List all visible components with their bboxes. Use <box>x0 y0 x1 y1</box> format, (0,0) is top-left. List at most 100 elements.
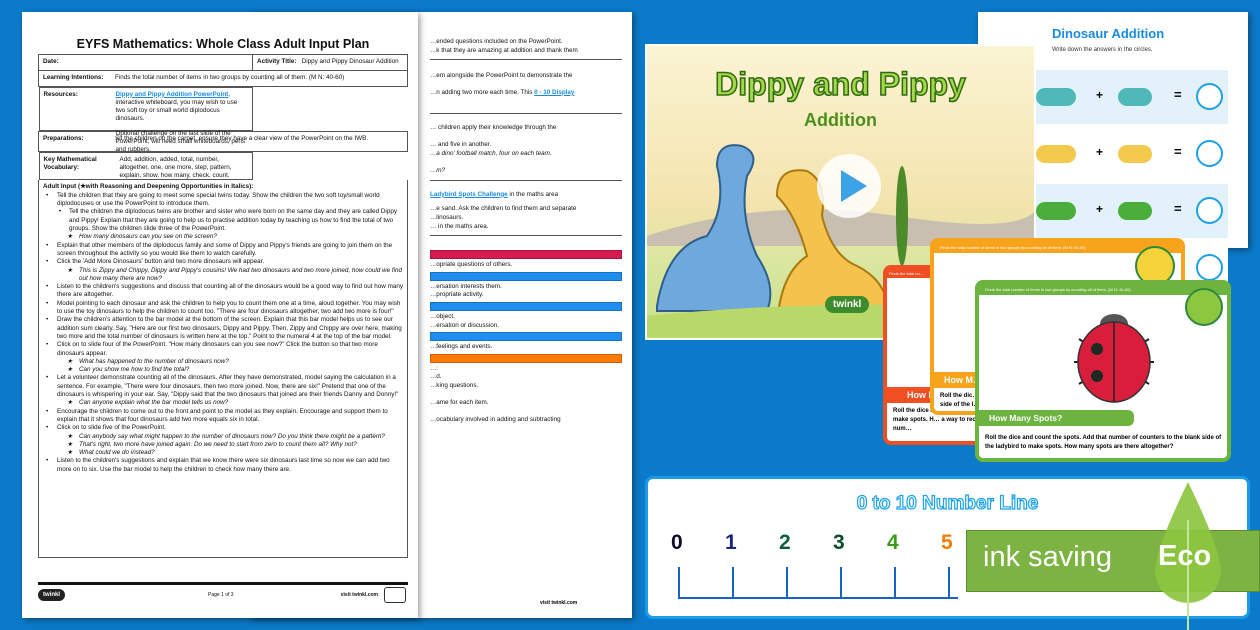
text-line <box>430 159 618 168</box>
text-line: …king questions. <box>430 381 479 389</box>
equals-sign: = <box>1174 144 1182 159</box>
card-objective: Finds the total number of items in two g… <box>979 284 1227 295</box>
activity-value: Dippy and Pippy Dinosaur Addition <box>301 58 399 66</box>
plus-sign: + <box>1096 145 1104 159</box>
plan-title: EYFS Mathematics: Whole Class Adult Inpu… <box>76 37 370 51</box>
text-line: …n adding two more each time. This 0 - 1… <box>430 88 575 96</box>
plan-item: Explain that other members of the diplod… <box>43 242 403 259</box>
text-line: …m? <box>430 167 446 175</box>
worksheet-row: + = <box>1028 184 1228 238</box>
ladybird-link[interactable]: Ladybird Spots Challenge <box>430 190 508 198</box>
plan-item: This is Zippy and Chippy, Dippy and Pipp… <box>43 267 403 284</box>
plan-item: Click the 'Add More Dinosaurs' button an… <box>43 258 403 267</box>
plan-item: Click on to slide five of the PowerPoint… <box>43 424 403 433</box>
twinkl-badge-icon <box>384 587 406 603</box>
date-label: Date: <box>43 58 59 66</box>
adult-input-box: Adult Input (★with Reasoning and Deepeni… <box>38 179 408 558</box>
text-line <box>430 408 632 417</box>
vocab-value: Add, addition, added, total, number, alt… <box>119 155 232 180</box>
answer-circle[interactable] <box>1196 254 1223 281</box>
plan-item: Listen to the children's suggestions and… <box>43 283 403 300</box>
number-line-title: 0 to 10 Number Line <box>856 492 1039 514</box>
plan-item: What has happened to the number of dinos… <box>43 358 403 367</box>
answer-circle[interactable] <box>1196 83 1223 110</box>
tick-mark <box>732 567 734 598</box>
p2-section-3: … children apply their knowledge through… <box>430 114 622 181</box>
text-line: …a dino' football match, four on each te… <box>430 149 552 157</box>
text-line: … and five in another. <box>430 141 492 149</box>
plan-item: What could we do instead? <box>43 449 403 458</box>
text-line: Ladybird Spots Challenge in the maths ar… <box>430 190 559 198</box>
plan-item: Draw the children's attention to the bar… <box>43 316 403 341</box>
display-link[interactable]: 0 - 10 Display <box>534 88 575 96</box>
number-line-axis <box>678 597 958 599</box>
dinosaur-icon <box>1036 88 1076 106</box>
intentions-value: Finds the total number of items in two g… <box>115 74 345 82</box>
page-footer: twinkl Page 1 of 3 visit twinkl.com <box>38 582 408 610</box>
twinkl-logo: twinkl <box>825 296 870 313</box>
card-heading: How Many Spots? <box>979 410 1134 426</box>
card-objective: Finds the total number of items in two g… <box>934 242 1181 253</box>
band-text: …opriate questions of others. <box>430 261 513 269</box>
twinkl-logo: twinkl <box>38 589 66 602</box>
equals-sign: = <box>1174 87 1182 102</box>
number-label: 1 <box>725 531 737 554</box>
number-label: 5 <box>941 531 953 554</box>
answer-circle[interactable] <box>1196 197 1223 224</box>
dinosaur-icon <box>1036 202 1076 220</box>
play-icon <box>841 170 867 202</box>
color-band <box>430 271 622 281</box>
challenge-card-green: Finds the total number of items in two g… <box>975 280 1231 462</box>
text-line <box>430 390 632 399</box>
worksheet-title: Dinosaur Addition <box>1052 26 1165 41</box>
visit-link[interactable]: visit twinkl.com <box>340 592 378 598</box>
number-label: 2 <box>779 531 791 554</box>
text-line: …: <box>430 364 439 372</box>
vocab-label: Key Mathematical Vocabulary: <box>43 155 97 171</box>
plan-item: Encourage the children to come out to th… <box>43 408 403 425</box>
card-body: Roll the dice and count the spots. Add t… <box>985 435 1222 450</box>
tick-mark <box>894 567 896 598</box>
preparations-value: Sit the children on the carpet, ensure t… <box>115 134 369 142</box>
text-line: …k that they are amazing at addition and… <box>430 46 578 54</box>
text-line: …ended questions included on the PowerPo… <box>430 38 563 45</box>
answer-circle[interactable] <box>1196 140 1223 167</box>
plan-item: Can anyone explain what the bar model te… <box>43 399 403 408</box>
ladybird-icon <box>1074 314 1154 403</box>
dinosaur-icon <box>1036 145 1076 163</box>
plan-item: How many dinosaurs can you see on the sc… <box>43 233 403 242</box>
plan-table: Date: Activity Title: Dippy and Pippy Di… <box>37 54 408 180</box>
visit-link[interactable]: visit twinkl.com <box>540 600 578 606</box>
intentions-label: Learning Intentions: <box>43 74 104 82</box>
plan-item: Model pointing to each dinosaur and ask … <box>43 300 403 317</box>
powerpoint-link[interactable]: Dippy and Pippy Addition PowerPoint <box>115 90 229 98</box>
number-label: 3 <box>833 531 845 554</box>
text-line: …ame for each item. <box>430 399 489 407</box>
adult-input-heading: Adult Input (★with Reasoning and Deepeni… <box>43 182 254 190</box>
adult-input-list: Tell the children that they are going to… <box>43 192 403 474</box>
text-line: … children apply their knowledge through… <box>430 124 557 132</box>
dinosaur-icon <box>1118 88 1152 106</box>
plus-sign: + <box>1096 88 1104 102</box>
resources-label: Resources: <box>43 90 78 98</box>
plan-item: That's right, two more have joined again… <box>43 441 403 450</box>
text-line: …linosaurs. <box>430 213 464 221</box>
band-text: …feelings and events. <box>430 343 493 351</box>
plan-item: Let a volunteer demonstrate counting all… <box>43 374 403 399</box>
tick-mark <box>948 567 950 598</box>
resources-text: , interactive whiteboard, you may wish t… <box>115 90 238 123</box>
plan-item: Listen to the children's suggestions and… <box>43 457 403 474</box>
color-band <box>430 353 622 363</box>
play-button[interactable] <box>817 154 881 218</box>
dinosaur-icon <box>1118 145 1152 163</box>
text-line: …d. <box>430 373 442 381</box>
plan-item: Tell the children the diplodocus twins a… <box>43 208 403 233</box>
tick-mark <box>840 567 842 598</box>
p2-section-1: …ended questions included on the PowerPo… <box>430 12 622 61</box>
color-band <box>430 301 622 311</box>
number-label: 4 <box>887 531 899 554</box>
card-body: Roll the dic… side of the l… <box>940 393 980 408</box>
worksheet-row: + = <box>1028 127 1228 181</box>
text-line: …em alongside the PowerPoint to demonstr… <box>430 72 573 80</box>
eco-label: Eco <box>1158 540 1212 572</box>
